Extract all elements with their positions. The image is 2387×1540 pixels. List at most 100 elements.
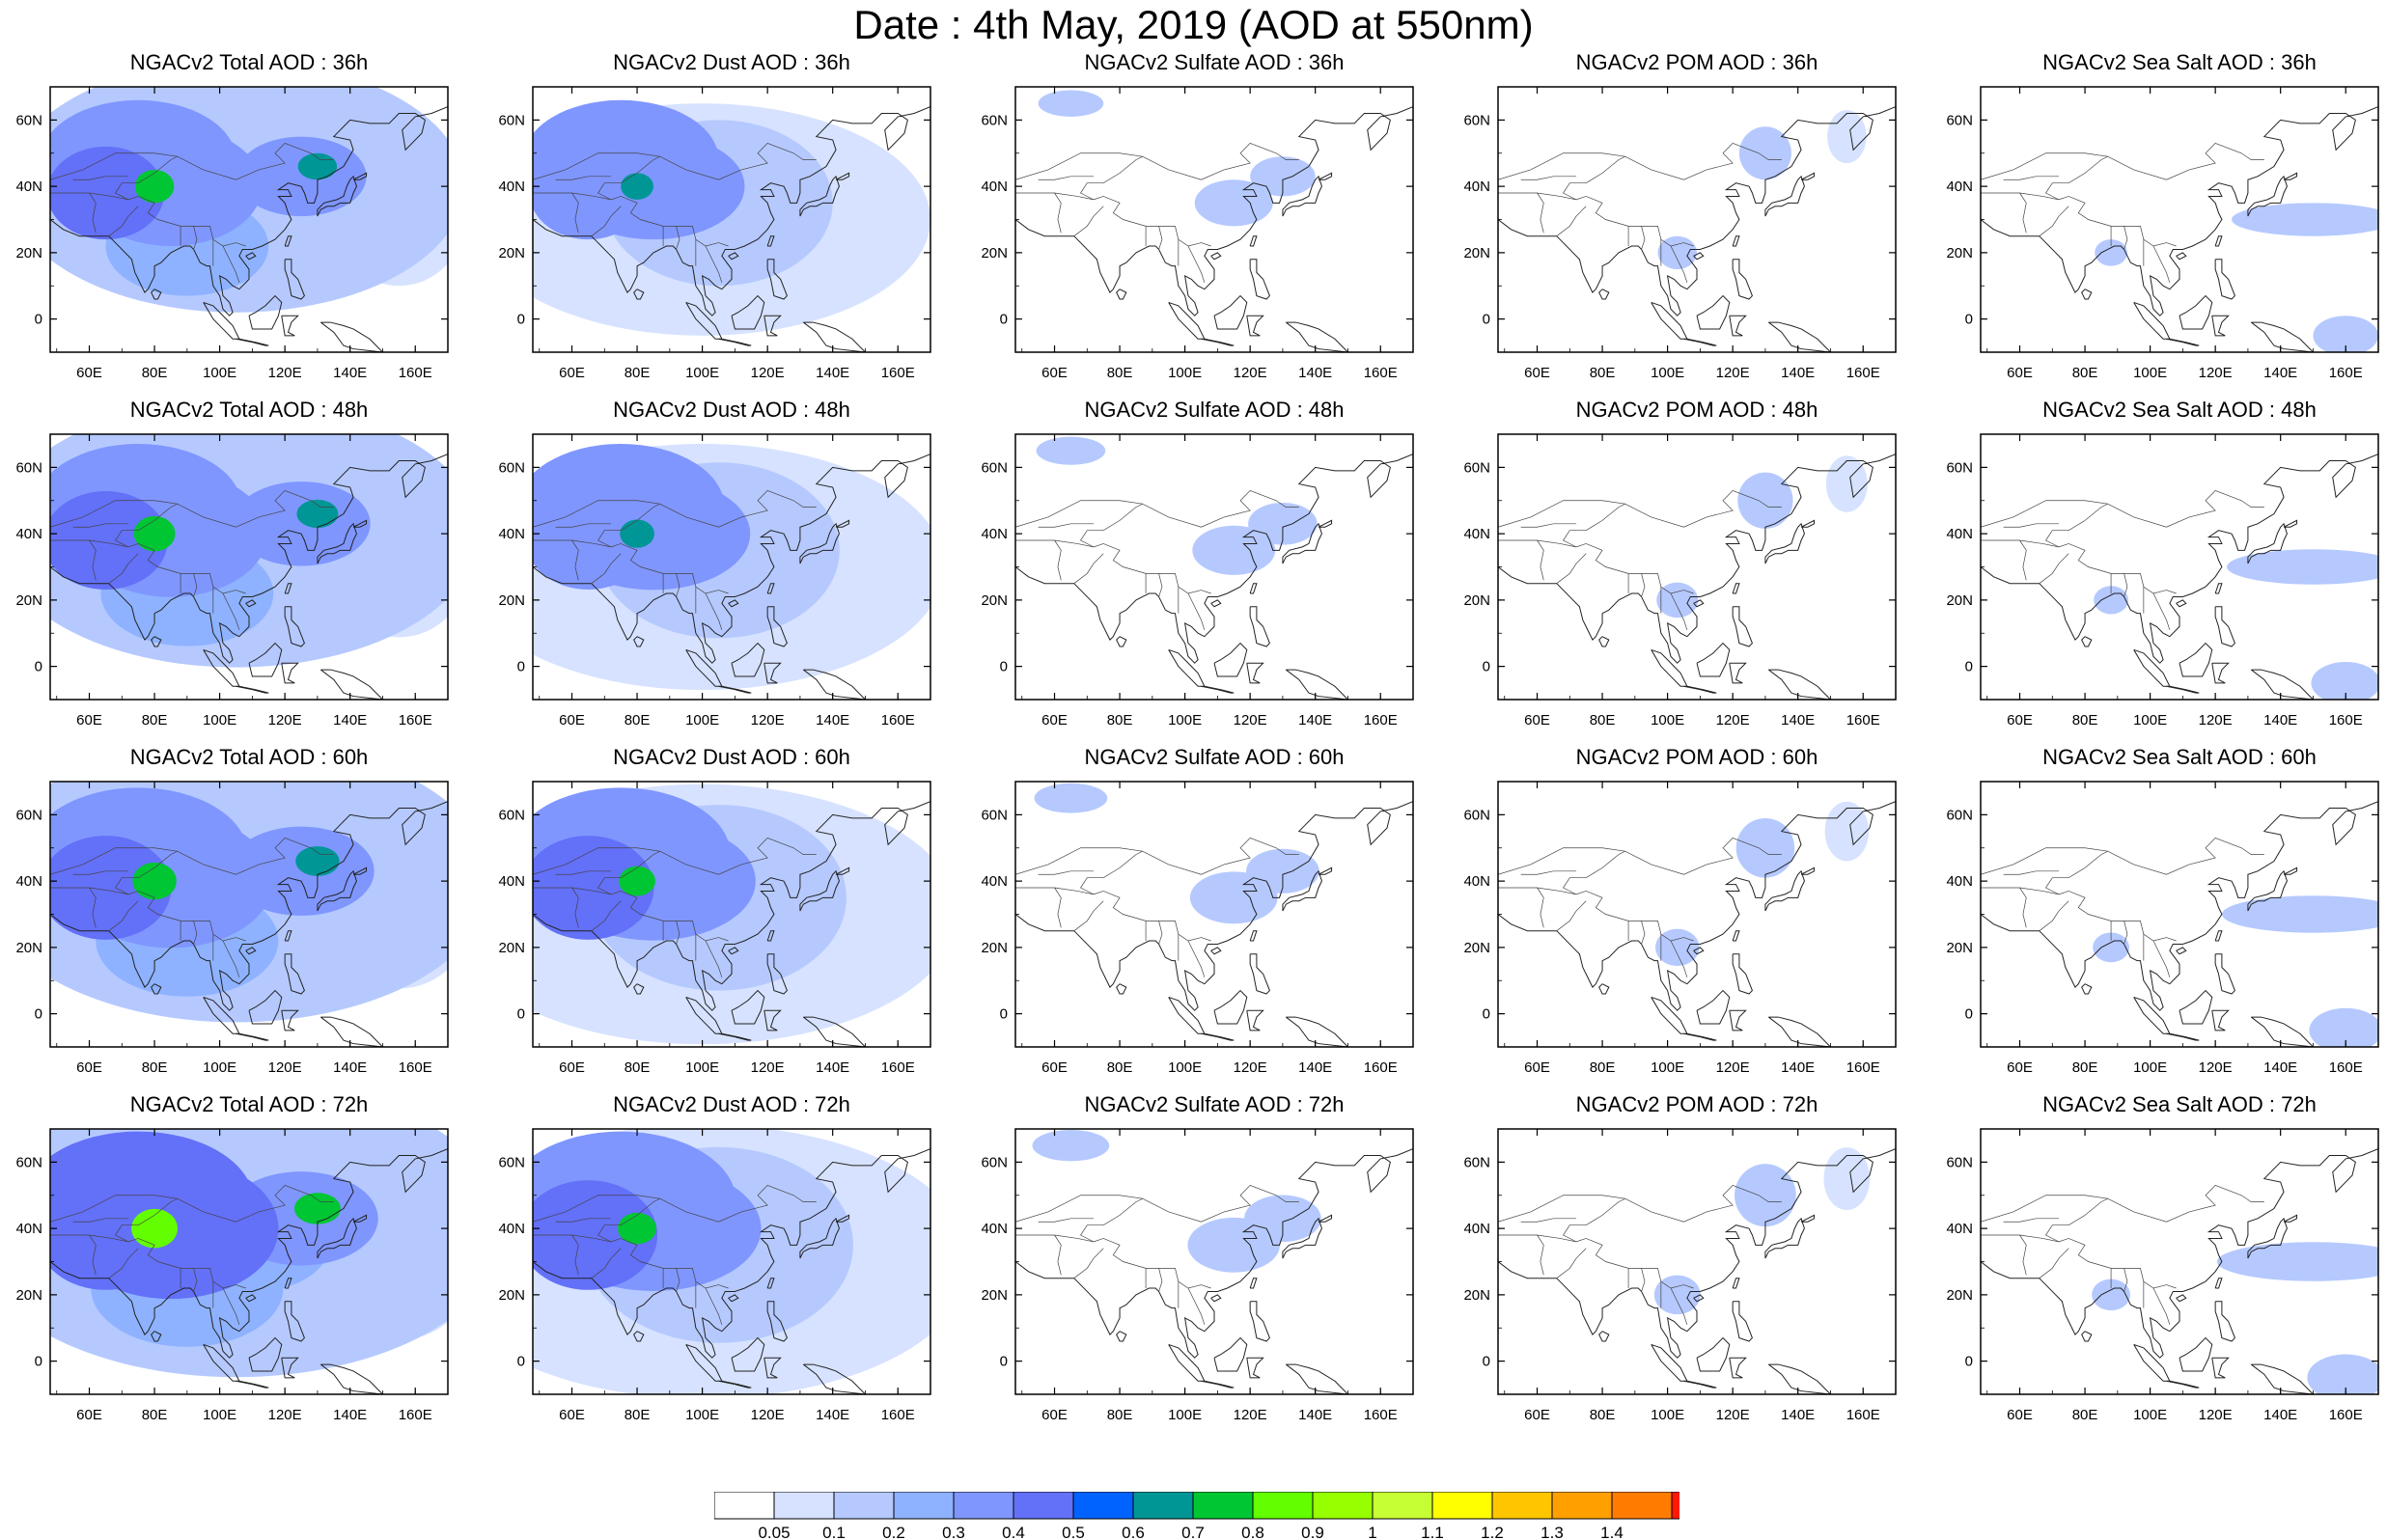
coastline xyxy=(2283,519,2298,528)
border-line xyxy=(2039,553,2069,584)
lat-tick-label: 20N xyxy=(1463,592,1490,609)
coastline xyxy=(633,636,645,647)
aod-blob xyxy=(1657,235,1697,270)
coastline xyxy=(2081,1331,2093,1342)
panel-title: NGACv2 Dust AOD : 36h xyxy=(613,50,850,74)
coastline xyxy=(1246,662,1264,684)
coastlines xyxy=(1981,1148,2378,1394)
lat-tick-label: 0 xyxy=(1000,1006,1008,1023)
coastline xyxy=(1800,519,1816,528)
lon-tick-label: 80E xyxy=(625,712,651,729)
borders xyxy=(1981,1185,2264,1325)
coastline xyxy=(151,636,162,647)
lon-tick-label: 160E xyxy=(881,712,915,729)
coastline xyxy=(1696,989,1731,1025)
lon-tick-label: 140E xyxy=(816,712,849,729)
lat-tick-label: 40N xyxy=(498,873,525,890)
lon-tick-label: 120E xyxy=(751,1059,785,1076)
coastline xyxy=(1015,106,1413,316)
lon-tick-label: 80E xyxy=(2072,1407,2098,1423)
map-panel-pom-3: NGACv2 POM AOD : 72h 60E 80E 100E 120E 140E 16… xyxy=(1448,1092,1930,1440)
coastline xyxy=(1767,1016,1832,1047)
border-line xyxy=(555,870,612,875)
lon-tick-label: 140E xyxy=(1781,1059,1815,1076)
coastlines xyxy=(533,454,930,700)
panel-title: NGACv2 Sea Salt AOD : 36h xyxy=(2042,50,2317,74)
border-line xyxy=(1670,245,1688,283)
coastline xyxy=(1285,1363,1349,1394)
coastline xyxy=(317,175,357,217)
coastline xyxy=(281,1357,299,1379)
border-line xyxy=(2003,870,2060,875)
map-panel-dust-1: NGACv2 Dust AOD : 48h 60E 80E 100E 120E 140E 1… xyxy=(483,398,965,745)
coastlines xyxy=(1015,801,1413,1047)
lat-tick-label: 0 xyxy=(1483,312,1490,328)
aod-field xyxy=(50,782,448,1047)
border-line xyxy=(50,539,246,594)
border-line xyxy=(89,192,97,234)
lon-tick-label: 160E xyxy=(1364,712,1398,729)
border-line xyxy=(533,192,729,247)
aod-blob xyxy=(297,152,338,180)
coastline xyxy=(1767,321,1832,352)
border-line xyxy=(50,1234,246,1289)
panel-title: NGACv2 Total AOD : 48h xyxy=(129,398,369,422)
coastline xyxy=(236,1032,269,1041)
border-line xyxy=(1015,539,1211,594)
coastline xyxy=(766,953,788,995)
map-panel-seasalt-1: NGACv2 Sea Salt AOD : 48h 60E 80E 100E 120E 1… xyxy=(1930,398,2387,745)
border-line xyxy=(1563,850,1625,895)
coastlines xyxy=(1981,454,2378,700)
border-line xyxy=(1080,503,1143,548)
border-line xyxy=(555,1218,612,1223)
lon-tick-label: 100E xyxy=(1168,1059,1202,1076)
coastline xyxy=(533,106,930,316)
lon-tick-label: 100E xyxy=(2133,1407,2167,1423)
lon-tick-label: 120E xyxy=(1716,712,1750,729)
coastlines xyxy=(1981,801,2378,1047)
coastline xyxy=(731,642,765,677)
map-panel-sulfate-2: NGACv2 Sulfate AOD : 60h 60E 80E 100E 120E 14… xyxy=(965,745,1448,1092)
coastline xyxy=(1015,801,1413,1011)
coastline xyxy=(245,599,257,608)
lat-tick-label: 20N xyxy=(1946,940,1973,956)
lat-tick-label: 60N xyxy=(15,1154,42,1170)
lon-tick-label: 140E xyxy=(816,1059,849,1076)
lat-tick-label: 20N xyxy=(15,940,42,956)
border-line xyxy=(2123,226,2128,250)
coastline xyxy=(799,1217,840,1259)
border-line xyxy=(193,573,198,597)
coastline xyxy=(633,983,645,995)
lon-tick-label: 60E xyxy=(2007,1407,2033,1423)
coastline xyxy=(1683,1032,1717,1041)
lat-tick-label: 60N xyxy=(15,459,42,476)
coastline xyxy=(1498,106,1896,316)
colorbar-label: 1.2 xyxy=(1481,1524,1504,1540)
lon-tick-label: 80E xyxy=(1107,1407,1133,1423)
coastline xyxy=(718,685,752,694)
border-line xyxy=(1641,921,1646,945)
lon-tick-label: 100E xyxy=(1168,365,1202,381)
coastline xyxy=(731,1336,765,1372)
coastline xyxy=(319,1363,384,1394)
lat-tick-label: 60N xyxy=(15,112,42,128)
coastline xyxy=(2247,175,2288,217)
colorbar-swatch xyxy=(1372,1492,1433,1520)
coastline xyxy=(2250,321,2315,352)
lon-tick-label: 60E xyxy=(2007,712,2033,729)
border-line xyxy=(1641,1268,1646,1292)
coastline xyxy=(50,1148,448,1359)
lon-tick-label: 60E xyxy=(76,1407,102,1423)
map-panel-total-0: NGACv2 Total AOD : 36h 60E 80E 100E 120E 140E… xyxy=(0,50,483,398)
border-line xyxy=(50,1185,334,1223)
border-line xyxy=(1537,539,1544,581)
lat-tick-label: 0 xyxy=(1965,659,1973,675)
coastlines xyxy=(533,801,930,1047)
colorbar-label: 1 xyxy=(1368,1524,1376,1540)
coastline xyxy=(1693,947,1705,955)
aod-field xyxy=(50,1129,448,1394)
lon-tick-label: 140E xyxy=(2263,1059,2297,1076)
coastline xyxy=(245,252,257,261)
borders xyxy=(533,490,817,630)
lon-tick-label: 80E xyxy=(1107,712,1133,729)
